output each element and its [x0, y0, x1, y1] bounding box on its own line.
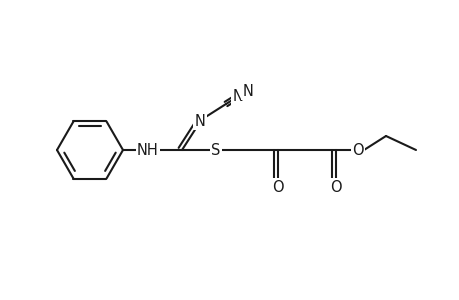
- Text: NH: NH: [137, 142, 158, 158]
- Text: N: N: [194, 113, 205, 128]
- Text: S: S: [211, 142, 220, 158]
- Text: N: N: [242, 83, 253, 98]
- Text: O: O: [352, 142, 363, 158]
- Text: N: N: [232, 88, 243, 104]
- Text: O: O: [330, 179, 341, 194]
- Text: O: O: [272, 179, 283, 194]
